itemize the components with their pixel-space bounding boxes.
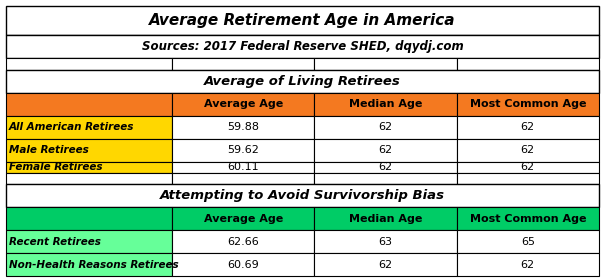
- Bar: [6, 207, 172, 230]
- Bar: [6, 116, 172, 139]
- Bar: [6, 253, 172, 276]
- Text: 62: 62: [521, 145, 535, 155]
- Text: 59.62: 59.62: [227, 145, 259, 155]
- Bar: [172, 116, 315, 139]
- Bar: [6, 70, 599, 93]
- Text: Median Age: Median Age: [349, 99, 422, 109]
- Text: Average of Living Retirees: Average of Living Retirees: [204, 75, 401, 88]
- Text: All American Retirees: All American Retirees: [9, 122, 134, 132]
- Bar: [315, 253, 457, 276]
- Bar: [457, 173, 599, 184]
- Bar: [172, 162, 315, 173]
- Bar: [315, 58, 457, 70]
- Text: Median Age: Median Age: [349, 214, 422, 224]
- Bar: [457, 162, 599, 173]
- Bar: [6, 184, 599, 207]
- Bar: [457, 58, 599, 70]
- Bar: [172, 207, 315, 230]
- Text: 62: 62: [379, 162, 393, 172]
- Bar: [315, 230, 457, 253]
- Bar: [457, 93, 599, 116]
- Bar: [172, 58, 315, 70]
- Bar: [172, 173, 315, 184]
- Text: Female Retirees: Female Retirees: [9, 162, 103, 172]
- Bar: [6, 162, 172, 173]
- Bar: [315, 207, 457, 230]
- Bar: [6, 6, 599, 35]
- Bar: [6, 139, 172, 162]
- Text: 62.66: 62.66: [227, 237, 259, 247]
- Text: 60.11: 60.11: [227, 162, 259, 172]
- Text: 65: 65: [521, 237, 535, 247]
- Bar: [457, 207, 599, 230]
- Bar: [315, 116, 457, 139]
- Bar: [457, 253, 599, 276]
- Bar: [6, 58, 172, 70]
- Text: Non-Health Reasons Retirees: Non-Health Reasons Retirees: [9, 260, 178, 270]
- Text: 59.88: 59.88: [227, 122, 259, 132]
- Text: Most Common Age: Most Common Age: [469, 214, 586, 224]
- Text: Average Age: Average Age: [204, 99, 283, 109]
- Text: 62: 62: [521, 162, 535, 172]
- Bar: [6, 35, 599, 58]
- Text: 62: 62: [379, 145, 393, 155]
- Bar: [315, 93, 457, 116]
- Bar: [6, 230, 172, 253]
- Text: 62: 62: [521, 260, 535, 270]
- Bar: [172, 139, 315, 162]
- Text: Average Retirement Age in America: Average Retirement Age in America: [149, 13, 456, 28]
- Text: Most Common Age: Most Common Age: [469, 99, 586, 109]
- Text: Attempting to Avoid Survivorship Bias: Attempting to Avoid Survivorship Bias: [160, 189, 445, 203]
- Text: 62: 62: [379, 122, 393, 132]
- Bar: [457, 230, 599, 253]
- Text: Male Retirees: Male Retirees: [9, 145, 89, 155]
- Bar: [315, 173, 457, 184]
- Bar: [315, 162, 457, 173]
- Text: Recent Retirees: Recent Retirees: [9, 237, 101, 247]
- Bar: [457, 116, 599, 139]
- Text: 63: 63: [379, 237, 393, 247]
- Text: 60.69: 60.69: [227, 260, 259, 270]
- Bar: [172, 230, 315, 253]
- Bar: [315, 139, 457, 162]
- Text: 62: 62: [521, 122, 535, 132]
- Bar: [6, 93, 172, 116]
- Bar: [457, 139, 599, 162]
- Text: Sources: 2017 Federal Reserve SHED, dqydj.com: Sources: 2017 Federal Reserve SHED, dqyd…: [142, 40, 463, 53]
- Text: 62: 62: [379, 260, 393, 270]
- Bar: [172, 253, 315, 276]
- Bar: [6, 173, 172, 184]
- Bar: [172, 93, 315, 116]
- Text: Average Age: Average Age: [204, 214, 283, 224]
